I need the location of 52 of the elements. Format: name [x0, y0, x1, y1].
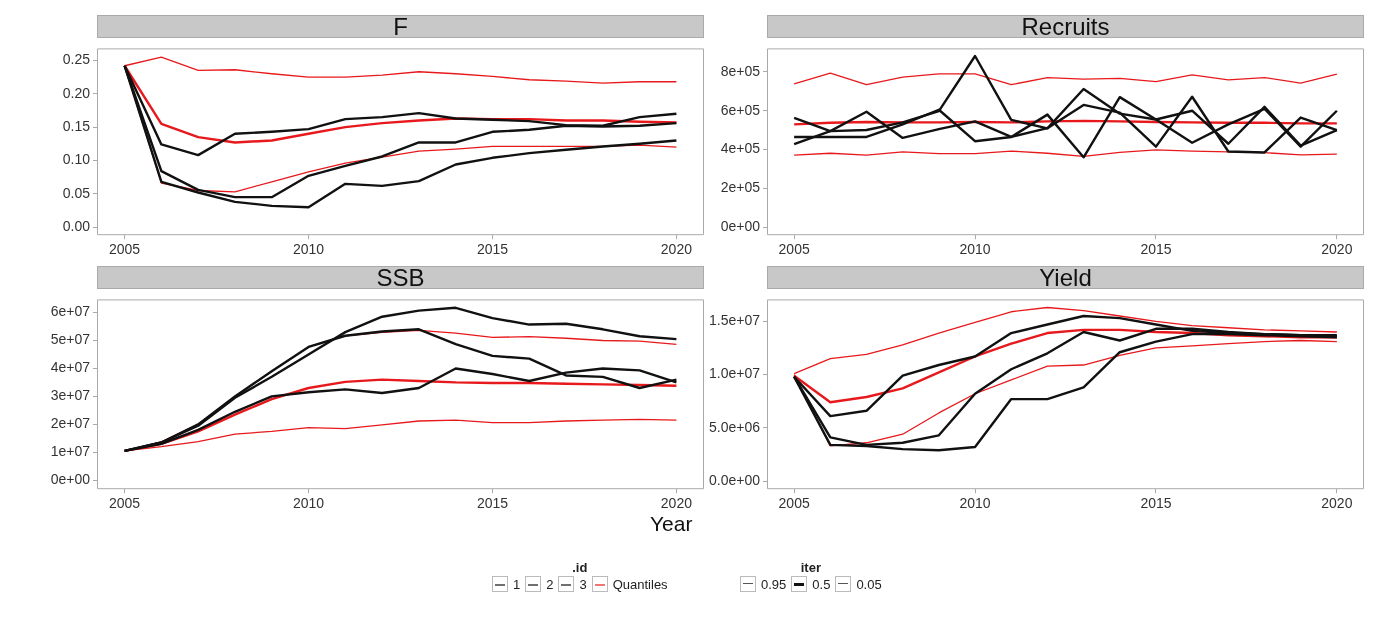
x-tick-label: 2010 — [292, 241, 325, 258]
chart-title: Recruits — [767, 13, 1364, 40]
category-label: 0.95 — [761, 576, 787, 592]
y-tick-label: 0e+00 — [50, 471, 91, 488]
x-tick-label: 2010 — [959, 495, 991, 512]
legend-label: 3 — [579, 576, 587, 592]
legend-title: iter — [800, 560, 821, 575]
y-tick-label: 0e+00 — [720, 218, 761, 235]
chart-title: F — [97, 13, 704, 40]
y-tick-label: 0.15 — [62, 117, 91, 134]
y-tick-label: 8e+05 — [720, 62, 761, 79]
y-tick-label: 0.20 — [62, 84, 91, 101]
legend-label: 1 — [513, 576, 521, 592]
x-tick-label: 2015 — [476, 241, 509, 258]
chart-title: SSB — [97, 264, 704, 291]
y-tick-label: 1.0e+07 — [709, 365, 761, 382]
y-tick-label: 0.05 — [62, 184, 91, 201]
legend-label: Quantiles — [612, 576, 668, 592]
y-tick-label: 2e+05 — [720, 179, 761, 196]
y-tick-label: 4e+05 — [720, 140, 761, 157]
x-tick-label: 2020 — [660, 495, 693, 512]
y-tick-label: 2e+07 — [50, 415, 91, 432]
y-tick-label: 0.25 — [62, 51, 91, 68]
x-tick-label: 2005 — [109, 241, 141, 258]
y-tick-label: 1.5e+07 — [709, 312, 761, 329]
category-label: 0.5 — [812, 576, 831, 592]
x-tick-label: 2005 — [778, 241, 810, 258]
x-tick-label: 2020 — [1321, 495, 1353, 512]
y-tick-label: 6e+07 — [50, 303, 91, 320]
x-tick-label: 2015 — [476, 495, 509, 512]
y-tick-label: 4e+07 — [50, 359, 91, 376]
x-tick-label: 2020 — [660, 241, 693, 258]
y-tick-label: 3e+07 — [50, 387, 91, 404]
x-tick-label: 2015 — [1140, 495, 1172, 512]
y-tick-label: 1e+07 — [50, 443, 91, 460]
x-tick-label: 2005 — [778, 495, 810, 512]
category-label: 0.05 — [856, 576, 882, 592]
x-tick-label: 2010 — [292, 495, 325, 512]
x-axis-title: Year — [650, 512, 693, 536]
y-tick-label: 5.0e+06 — [709, 418, 761, 435]
x-tick-label: 2020 — [1321, 241, 1353, 258]
x-tick-label: 2015 — [1140, 241, 1172, 258]
y-tick-label: 6e+05 — [720, 101, 761, 118]
y-tick-label: 0.10 — [62, 151, 91, 168]
y-tick-label: 0.0e+00 — [709, 471, 761, 488]
legend-title: .id — [572, 560, 588, 575]
x-tick-label: 2010 — [959, 241, 991, 258]
chart-title: Yield — [767, 264, 1364, 291]
y-tick-label: 5e+07 — [50, 331, 91, 348]
legend-label: 2 — [546, 576, 554, 592]
x-tick-label: 2005 — [109, 495, 141, 512]
y-tick-label: 0.00 — [62, 218, 91, 235]
